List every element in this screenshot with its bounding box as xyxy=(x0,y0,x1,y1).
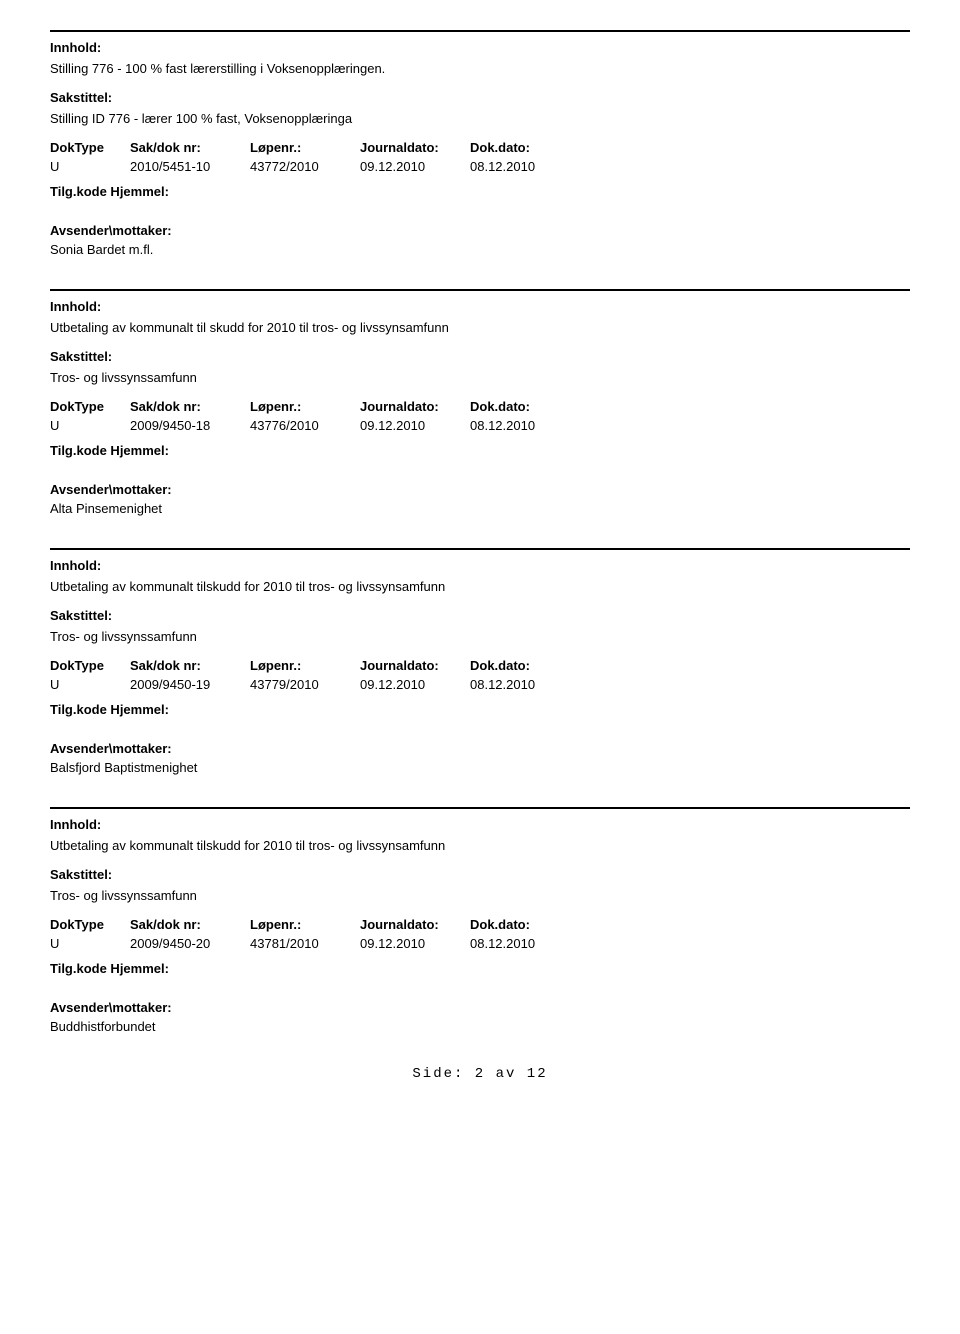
avsender-label: Avsender\mottaker: xyxy=(50,482,910,497)
innhold-text: Utbetaling av kommunalt til skudd for 20… xyxy=(50,320,910,335)
cell-sakdok: 2009/9450-18 xyxy=(130,418,250,433)
avsender-text: Buddhistforbundet xyxy=(50,1019,910,1034)
cell-doktype: U xyxy=(50,418,130,433)
avsender-label: Avsender\mottaker: xyxy=(50,1000,910,1015)
innhold-label: Innhold: xyxy=(50,817,910,832)
col-journaldato: Journaldato: xyxy=(360,917,470,932)
cell-dokdato: 08.12.2010 xyxy=(470,418,580,433)
innhold-label: Innhold: xyxy=(50,558,910,573)
col-dokdato: Dok.dato: xyxy=(470,917,580,932)
col-sakdok: Sak/dok nr: xyxy=(130,140,250,155)
cell-doktype: U xyxy=(50,677,130,692)
cell-sakdok: 2009/9450-20 xyxy=(130,936,250,951)
sakstittel-label: Sakstittel: xyxy=(50,608,910,623)
cell-lopenr: 43781/2010 xyxy=(250,936,360,951)
sakstittel-label: Sakstittel: xyxy=(50,867,910,882)
record-4: Innhold: Utbetaling av kommunalt tilskud… xyxy=(50,807,910,1034)
tilgkode-label: Tilg.kode Hjemmel: xyxy=(50,184,910,199)
col-dokdato: Dok.dato: xyxy=(470,658,580,673)
col-lopenr: Løpenr.: xyxy=(250,399,360,414)
tilgkode-label: Tilg.kode Hjemmel: xyxy=(50,443,910,458)
avsender-label: Avsender\mottaker: xyxy=(50,223,910,238)
col-journaldato: Journaldato: xyxy=(360,658,470,673)
cell-journaldato: 09.12.2010 xyxy=(360,159,470,174)
sakstittel-label: Sakstittel: xyxy=(50,90,910,105)
sakstittel-text: Tros- og livssynssamfunn xyxy=(50,370,910,385)
sakstittel-label: Sakstittel: xyxy=(50,349,910,364)
table-header: DokType Sak/dok nr: Løpenr.: Journaldato… xyxy=(50,658,910,673)
cell-doktype: U xyxy=(50,159,130,174)
cell-sakdok: 2010/5451-10 xyxy=(130,159,250,174)
col-doktype: DokType xyxy=(50,658,130,673)
table-row: U 2009/9450-18 43776/2010 09.12.2010 08.… xyxy=(50,418,910,433)
cell-lopenr: 43776/2010 xyxy=(250,418,360,433)
tilgkode-label: Tilg.kode Hjemmel: xyxy=(50,702,910,717)
col-lopenr: Løpenr.: xyxy=(250,917,360,932)
cell-sakdok: 2009/9450-19 xyxy=(130,677,250,692)
cell-dokdato: 08.12.2010 xyxy=(470,936,580,951)
col-doktype: DokType xyxy=(50,399,130,414)
cell-lopenr: 43779/2010 xyxy=(250,677,360,692)
record-1: Innhold: Stilling 776 - 100 % fast lærer… xyxy=(50,30,910,257)
col-journaldato: Journaldato: xyxy=(360,399,470,414)
innhold-text: Utbetaling av kommunalt tilskudd for 201… xyxy=(50,838,910,853)
col-doktype: DokType xyxy=(50,140,130,155)
table-row: U 2010/5451-10 43772/2010 09.12.2010 08.… xyxy=(50,159,910,174)
avsender-text: Sonia Bardet m.fl. xyxy=(50,242,910,257)
col-doktype: DokType xyxy=(50,917,130,932)
sakstittel-text: Tros- og livssynssamfunn xyxy=(50,629,910,644)
col-journaldato: Journaldato: xyxy=(360,140,470,155)
sakstittel-text: Tros- og livssynssamfunn xyxy=(50,888,910,903)
cell-journaldato: 09.12.2010 xyxy=(360,677,470,692)
cell-journaldato: 09.12.2010 xyxy=(360,936,470,951)
innhold-text: Stilling 776 - 100 % fast lærerstilling … xyxy=(50,61,910,76)
avsender-label: Avsender\mottaker: xyxy=(50,741,910,756)
avsender-text: Alta Pinsemenighet xyxy=(50,501,910,516)
col-sakdok: Sak/dok nr: xyxy=(130,399,250,414)
col-dokdato: Dok.dato: xyxy=(470,399,580,414)
avsender-text: Balsfjord Baptistmenighet xyxy=(50,760,910,775)
innhold-text: Utbetaling av kommunalt tilskudd for 201… xyxy=(50,579,910,594)
col-sakdok: Sak/dok nr: xyxy=(130,658,250,673)
table-header: DokType Sak/dok nr: Løpenr.: Journaldato… xyxy=(50,399,910,414)
cell-lopenr: 43772/2010 xyxy=(250,159,360,174)
col-dokdato: Dok.dato: xyxy=(470,140,580,155)
table-row: U 2009/9450-20 43781/2010 09.12.2010 08.… xyxy=(50,936,910,951)
innhold-label: Innhold: xyxy=(50,299,910,314)
table-header: DokType Sak/dok nr: Løpenr.: Journaldato… xyxy=(50,140,910,155)
innhold-label: Innhold: xyxy=(50,40,910,55)
col-lopenr: Løpenr.: xyxy=(250,658,360,673)
col-lopenr: Løpenr.: xyxy=(250,140,360,155)
table-header: DokType Sak/dok nr: Løpenr.: Journaldato… xyxy=(50,917,910,932)
cell-dokdato: 08.12.2010 xyxy=(470,159,580,174)
cell-journaldato: 09.12.2010 xyxy=(360,418,470,433)
tilgkode-label: Tilg.kode Hjemmel: xyxy=(50,961,910,976)
col-sakdok: Sak/dok nr: xyxy=(130,917,250,932)
table-row: U 2009/9450-19 43779/2010 09.12.2010 08.… xyxy=(50,677,910,692)
page-footer: Side: 2 av 12 xyxy=(50,1066,910,1082)
record-2: Innhold: Utbetaling av kommunalt til sku… xyxy=(50,289,910,516)
record-3: Innhold: Utbetaling av kommunalt tilskud… xyxy=(50,548,910,775)
sakstittel-text: Stilling ID 776 - lærer 100 % fast, Voks… xyxy=(50,111,910,126)
cell-doktype: U xyxy=(50,936,130,951)
cell-dokdato: 08.12.2010 xyxy=(470,677,580,692)
